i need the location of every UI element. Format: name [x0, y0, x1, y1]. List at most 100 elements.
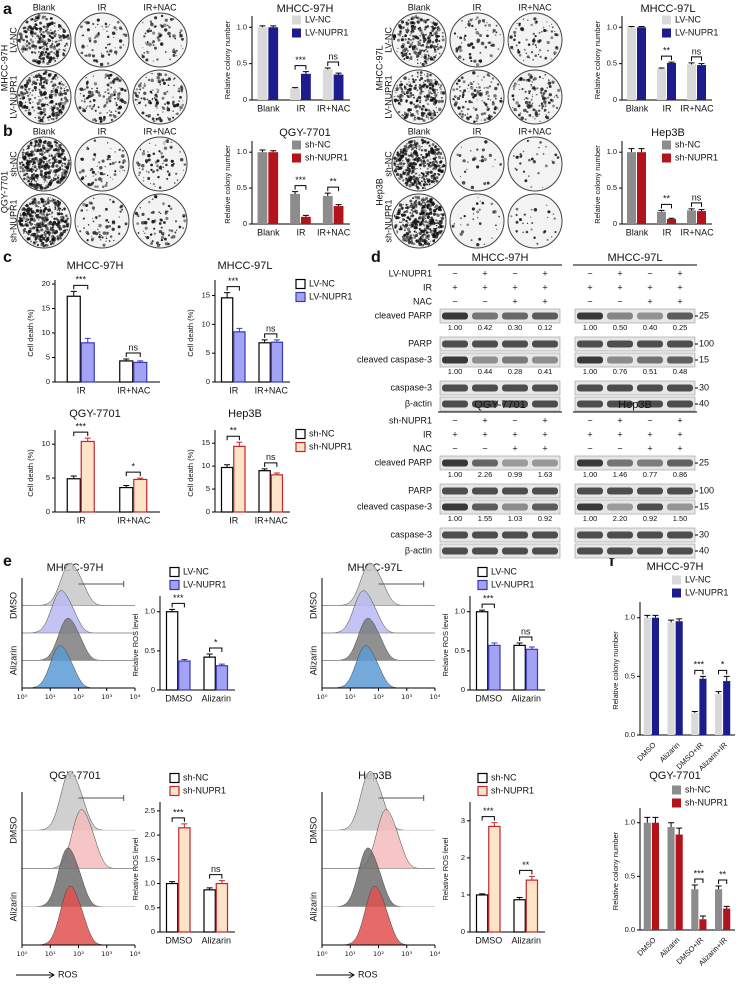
colony — [156, 25, 158, 27]
error-bar — [644, 816, 651, 823]
colony — [48, 206, 51, 208]
panel-label: e — [3, 553, 12, 570]
blot-band — [442, 459, 468, 467]
colony — [399, 225, 402, 228]
legend-label: LV-NUPR1 — [491, 579, 534, 589]
colony — [45, 157, 48, 160]
colony — [547, 101, 551, 105]
plate-row-label: sh-NUPR1 — [8, 199, 18, 242]
colony — [407, 222, 409, 224]
colony — [160, 168, 163, 170]
colony — [423, 233, 426, 236]
colony — [547, 81, 552, 85]
colony — [413, 204, 418, 209]
colony — [57, 179, 60, 181]
colony — [473, 59, 477, 63]
colony — [547, 96, 550, 99]
colony — [139, 88, 142, 91]
colony — [144, 226, 148, 230]
y-axis-label: Relative ROS level — [441, 613, 450, 676]
blot-band — [532, 487, 558, 495]
colony — [425, 196, 429, 201]
colony — [509, 35, 513, 39]
colony — [477, 197, 479, 199]
colony — [25, 223, 27, 225]
colony — [34, 166, 37, 169]
colony — [156, 75, 160, 80]
colony — [46, 208, 48, 211]
condition-sign: − — [617, 296, 622, 306]
y-axis-label: Relative colony number — [223, 20, 232, 99]
blot-strip — [439, 352, 561, 368]
y-tick-label: 0.0 — [625, 925, 635, 934]
colony — [166, 170, 169, 173]
colony — [399, 34, 402, 37]
legend-swatch — [292, 28, 301, 38]
colony — [34, 223, 36, 225]
colony — [479, 200, 481, 202]
colony — [422, 119, 426, 122]
colony — [175, 103, 179, 107]
colony — [46, 185, 50, 189]
condition-sign: − — [647, 268, 652, 278]
colony — [44, 230, 47, 233]
colony — [455, 47, 459, 51]
colony — [430, 240, 432, 242]
colony — [46, 55, 48, 57]
colony — [19, 170, 22, 173]
colony — [398, 203, 403, 207]
colony — [425, 48, 427, 51]
bar — [80, 440, 95, 513]
colony — [42, 57, 45, 61]
colony — [461, 95, 465, 99]
y-tick-label: 3 — [461, 816, 465, 825]
colony — [46, 160, 48, 163]
colony — [144, 104, 147, 107]
colony — [431, 204, 433, 206]
colony — [182, 100, 184, 102]
colony — [37, 119, 40, 122]
x-tick-label: Alizarin — [511, 693, 541, 703]
colony — [403, 47, 408, 51]
colony — [44, 140, 47, 143]
blot-band — [577, 503, 603, 511]
colony — [170, 163, 174, 167]
colony — [180, 86, 183, 89]
colony — [435, 207, 438, 210]
flow-histogram — [322, 885, 435, 946]
colony — [31, 35, 34, 38]
colony — [459, 89, 462, 92]
bar — [657, 68, 666, 100]
colony — [412, 161, 416, 166]
colony — [416, 97, 419, 100]
colony — [119, 46, 122, 49]
colony — [411, 48, 415, 51]
colony — [537, 39, 541, 44]
colony — [416, 195, 421, 200]
colony — [532, 107, 534, 109]
colony — [118, 26, 122, 30]
colony — [418, 101, 422, 104]
colony — [103, 28, 105, 30]
colony — [514, 167, 517, 170]
colony — [435, 31, 438, 35]
blot-band — [577, 384, 603, 392]
colony — [19, 97, 22, 100]
band-quantification: 2.26 — [478, 470, 493, 479]
colony — [160, 24, 164, 29]
colony — [24, 110, 27, 112]
colony — [432, 90, 437, 94]
colony — [421, 43, 425, 47]
colony — [407, 238, 411, 242]
colony — [432, 180, 435, 184]
colony — [38, 106, 42, 111]
colony — [179, 31, 182, 34]
colony — [105, 231, 109, 236]
colony — [421, 145, 423, 148]
colony — [35, 140, 38, 144]
colony — [52, 93, 54, 96]
chart-title: MHCC-97L — [217, 260, 272, 272]
colony — [34, 52, 37, 54]
blot-band — [442, 384, 468, 392]
colony — [35, 180, 37, 183]
